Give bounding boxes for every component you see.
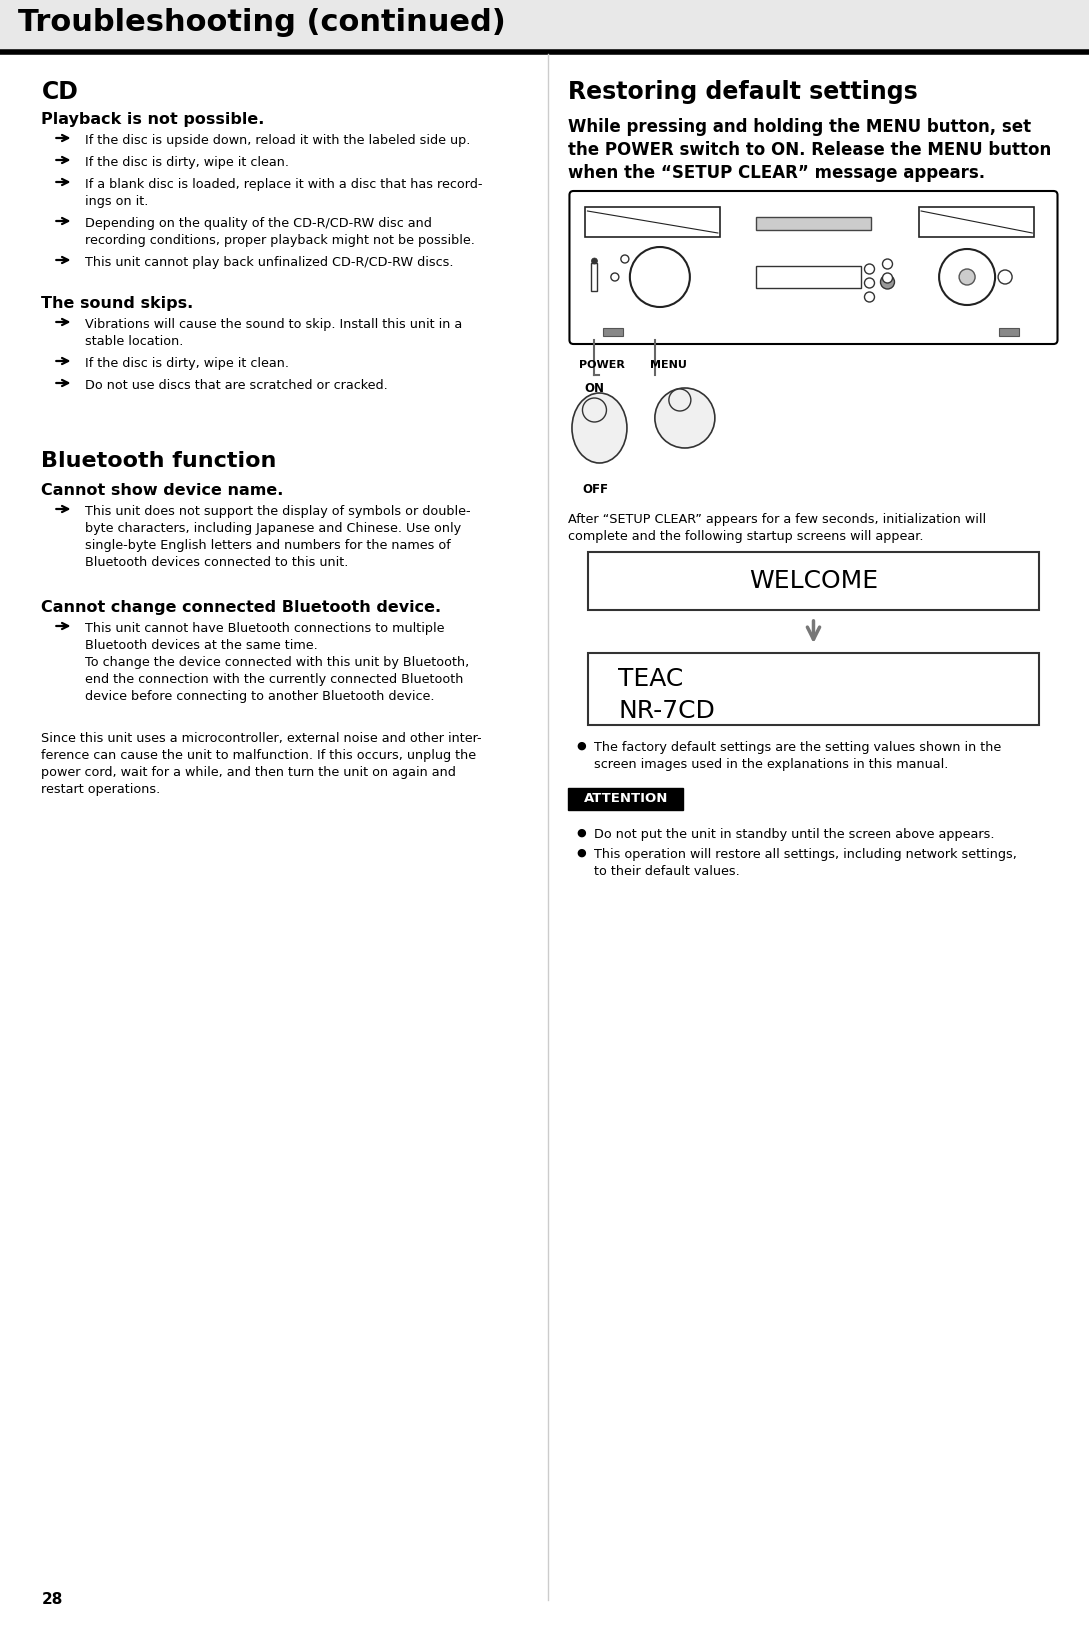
Text: The factory default settings are the setting values shown in the: The factory default settings are the set… xyxy=(595,742,1002,755)
Text: CD: CD xyxy=(41,80,78,104)
Text: TEAC: TEAC xyxy=(619,667,684,691)
Circle shape xyxy=(669,390,690,411)
Text: MENU: MENU xyxy=(650,360,687,370)
Circle shape xyxy=(882,259,893,269)
Circle shape xyxy=(629,248,689,306)
Circle shape xyxy=(881,275,894,289)
FancyBboxPatch shape xyxy=(919,207,1035,236)
Text: ●: ● xyxy=(576,742,586,751)
Text: Troubleshooting (continued): Troubleshooting (continued) xyxy=(19,8,505,37)
Circle shape xyxy=(865,292,874,302)
Text: WELCOME: WELCOME xyxy=(749,569,878,593)
Circle shape xyxy=(621,254,628,262)
Circle shape xyxy=(959,269,975,285)
Ellipse shape xyxy=(654,388,714,448)
Text: After “SETUP CLEAR” appears for a few seconds, initialization will: After “SETUP CLEAR” appears for a few se… xyxy=(568,513,987,526)
Text: Since this unit uses a microcontroller, external noise and other inter-: Since this unit uses a microcontroller, … xyxy=(41,732,482,745)
Text: ON: ON xyxy=(585,381,604,394)
Text: screen images used in the explanations in this manual.: screen images used in the explanations i… xyxy=(595,758,949,771)
Text: ATTENTION: ATTENTION xyxy=(584,792,669,805)
Text: This unit cannot play back unfinalized CD-R/CD-RW discs.: This unit cannot play back unfinalized C… xyxy=(85,256,454,269)
Text: power cord, wait for a while, and then turn the unit on again and: power cord, wait for a while, and then t… xyxy=(41,766,456,779)
Circle shape xyxy=(583,398,607,422)
Text: byte characters, including Japanese and Chinese. Use only: byte characters, including Japanese and … xyxy=(85,522,462,535)
Bar xyxy=(0,0,1089,52)
Bar xyxy=(756,217,871,230)
Text: Cannot show device name.: Cannot show device name. xyxy=(41,482,284,499)
Bar xyxy=(756,266,861,289)
Circle shape xyxy=(939,249,995,305)
Text: If the disc is dirty, wipe it clean.: If the disc is dirty, wipe it clean. xyxy=(85,357,290,370)
Text: end the connection with the currently connected Bluetooth: end the connection with the currently co… xyxy=(85,673,464,686)
Text: This operation will restore all settings, including network settings,: This operation will restore all settings… xyxy=(595,848,1017,861)
Circle shape xyxy=(611,272,619,280)
Text: when the “SETUP CLEAR” message appears.: when the “SETUP CLEAR” message appears. xyxy=(568,165,986,183)
Text: ings on it.: ings on it. xyxy=(85,196,149,209)
Text: This unit does not support the display of symbols or double-: This unit does not support the display o… xyxy=(85,505,472,518)
Text: ference can cause the unit to malfunction. If this occurs, unplug the: ference can cause the unit to malfunctio… xyxy=(41,750,477,761)
Text: single-byte English letters and numbers for the names of: single-byte English letters and numbers … xyxy=(85,540,451,553)
FancyBboxPatch shape xyxy=(588,553,1039,610)
Text: If the disc is upside down, reload it with the labeled side up.: If the disc is upside down, reload it wi… xyxy=(85,134,470,147)
Text: POWER: POWER xyxy=(579,360,625,370)
Text: ●: ● xyxy=(576,848,586,857)
Text: Playback is not possible.: Playback is not possible. xyxy=(41,112,265,127)
Text: Cannot change connected Bluetooth device.: Cannot change connected Bluetooth device… xyxy=(41,600,441,615)
Text: Do not use discs that are scratched or cracked.: Do not use discs that are scratched or c… xyxy=(85,380,388,391)
Circle shape xyxy=(999,271,1012,284)
Text: Restoring default settings: Restoring default settings xyxy=(568,80,918,104)
Text: restart operations.: restart operations. xyxy=(41,782,161,795)
Text: complete and the following startup screens will appear.: complete and the following startup scree… xyxy=(568,530,923,543)
Text: Bluetooth devices connected to this unit.: Bluetooth devices connected to this unit… xyxy=(85,556,348,569)
Text: The sound skips.: The sound skips. xyxy=(41,297,194,311)
Text: If a blank disc is loaded, replace it with a disc that has record-: If a blank disc is loaded, replace it wi… xyxy=(85,178,482,191)
Text: ●: ● xyxy=(576,828,586,838)
Text: OFF: OFF xyxy=(583,482,609,496)
Circle shape xyxy=(591,258,598,264)
FancyBboxPatch shape xyxy=(570,191,1057,344)
Text: Bluetooth devices at the same time.: Bluetooth devices at the same time. xyxy=(85,639,318,652)
Circle shape xyxy=(882,272,893,284)
Text: If the disc is dirty, wipe it clean.: If the disc is dirty, wipe it clean. xyxy=(85,156,290,170)
FancyBboxPatch shape xyxy=(586,207,720,236)
Bar xyxy=(999,328,1018,336)
Text: Depending on the quality of the CD-R/CD-RW disc and: Depending on the quality of the CD-R/CD-… xyxy=(85,217,432,230)
Circle shape xyxy=(865,279,874,289)
Text: Do not put the unit in standby until the screen above appears.: Do not put the unit in standby until the… xyxy=(595,828,995,841)
Text: While pressing and holding the MENU button, set: While pressing and holding the MENU butt… xyxy=(568,117,1031,135)
Text: stable location.: stable location. xyxy=(85,336,184,347)
Bar xyxy=(568,787,684,810)
Text: NR-7CD: NR-7CD xyxy=(619,699,715,724)
Text: device before connecting to another Bluetooth device.: device before connecting to another Blue… xyxy=(85,689,435,703)
Bar xyxy=(603,328,624,336)
Text: To change the device connected with this unit by Bluetooth,: To change the device connected with this… xyxy=(85,655,469,668)
Bar xyxy=(591,262,598,292)
Text: Bluetooth function: Bluetooth function xyxy=(41,452,277,471)
Text: recording conditions, proper playback might not be possible.: recording conditions, proper playback mi… xyxy=(85,235,475,248)
Circle shape xyxy=(865,264,874,274)
Text: the POWER switch to ON. Release the MENU button: the POWER switch to ON. Release the MENU… xyxy=(568,142,1052,160)
Text: 28: 28 xyxy=(41,1593,63,1607)
Ellipse shape xyxy=(572,393,627,463)
Text: to their default values.: to their default values. xyxy=(595,866,741,879)
FancyBboxPatch shape xyxy=(588,654,1039,725)
Text: This unit cannot have Bluetooth connections to multiple: This unit cannot have Bluetooth connecti… xyxy=(85,623,445,636)
Text: Vibrations will cause the sound to skip. Install this unit in a: Vibrations will cause the sound to skip.… xyxy=(85,318,463,331)
